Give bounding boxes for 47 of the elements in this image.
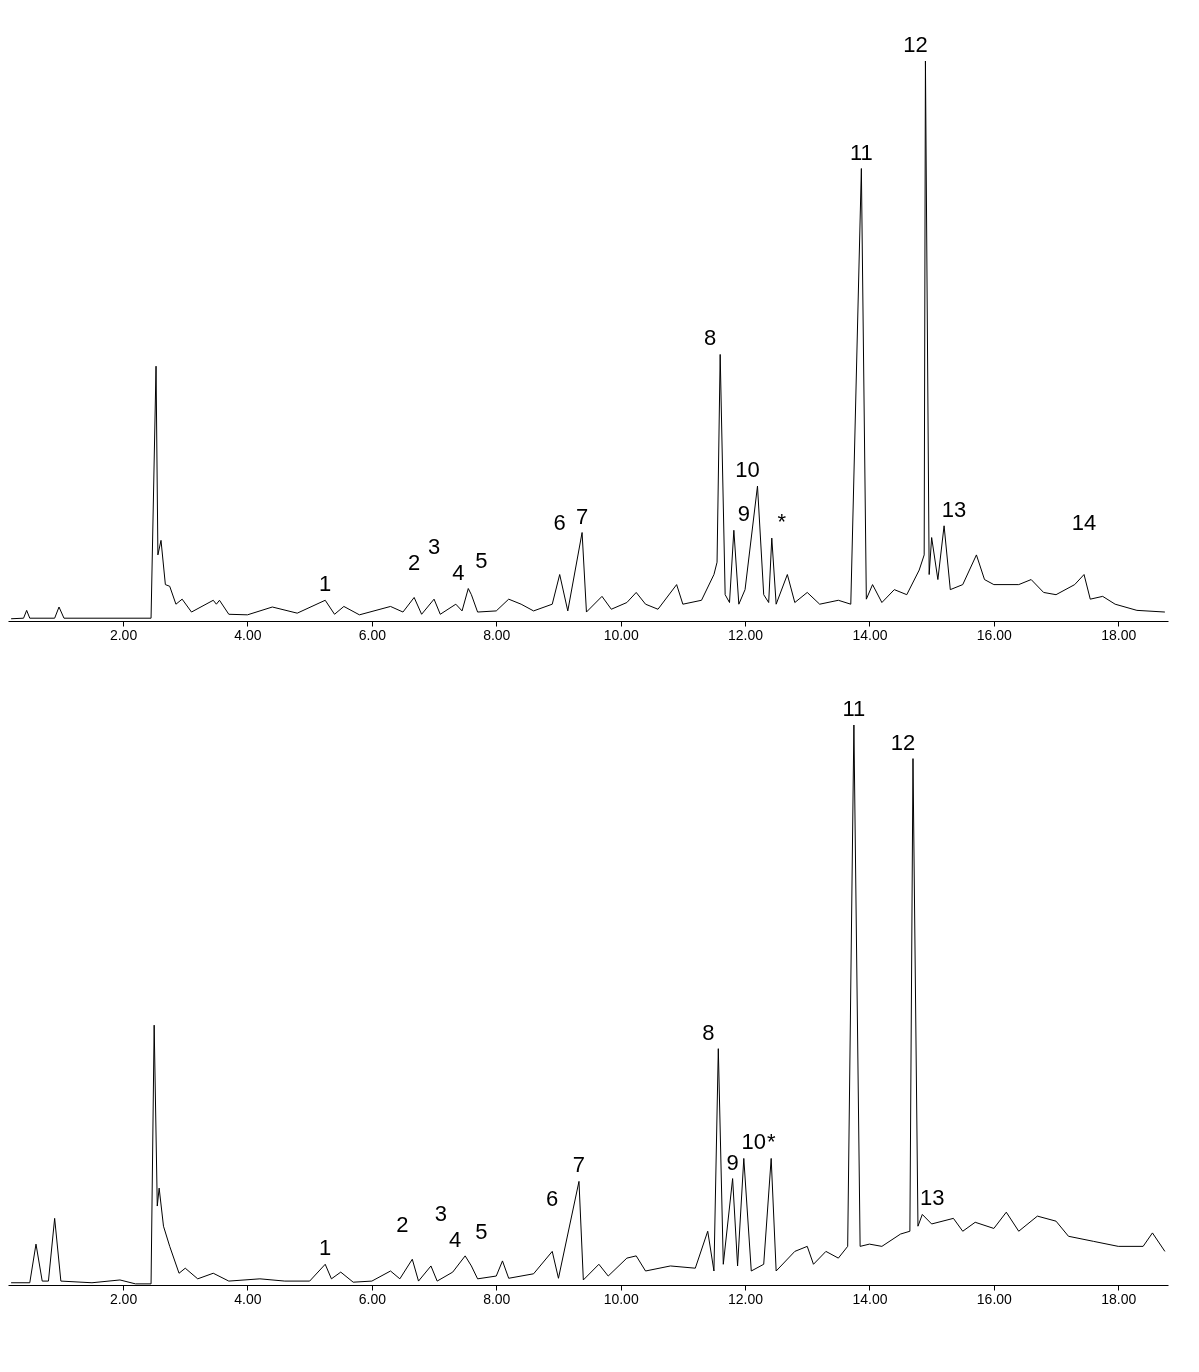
annotation: 6 (546, 1186, 559, 1212)
annotation: 9 (737, 501, 750, 527)
annotation: 5 (475, 1218, 488, 1244)
x-tick-label: 18.00 (1101, 1290, 1137, 1307)
annotation: 14 (1071, 509, 1097, 535)
x-tick-label: 4.00 (234, 626, 262, 643)
annotation: 5 (475, 547, 488, 573)
annotation: 2 (408, 550, 421, 576)
x-tick-label: 16.00 (976, 1290, 1013, 1307)
x-tick-label: 12.00 (728, 1290, 764, 1307)
x-tick-label: 18.00 (1101, 626, 1137, 643)
x-tick-label: 16.00 (976, 626, 1013, 643)
annotation: 12 (903, 32, 928, 57)
x-tick-label: 14.00 (852, 626, 888, 643)
x-tick-label: 8.00 (483, 1290, 511, 1307)
annotation: 6 (553, 509, 566, 535)
x-tick-label: 6.00 (358, 626, 387, 643)
x-tick-label: 4.00 (234, 1290, 262, 1307)
annotation: 4 (449, 1226, 462, 1252)
x-tick-label: 8.00 (483, 626, 511, 643)
annotation: 7 (575, 503, 589, 529)
x-tick-label: 2.00 (109, 626, 138, 643)
annotation: 9 (726, 1149, 739, 1175)
annotation: 10 (735, 457, 760, 483)
x-tick-label: 10.00 (603, 626, 639, 643)
x-tick-label: 12.00 (728, 626, 764, 643)
annotation: * (766, 1129, 776, 1155)
x-tick-label: 10.00 (603, 1290, 639, 1307)
annotation: 10 (741, 1129, 767, 1155)
annotation: 11 (842, 696, 866, 721)
annotation: 8 (704, 325, 717, 351)
annotation: 2 (396, 1212, 409, 1238)
annotation: 12 (890, 729, 916, 755)
annotation: * (777, 509, 787, 535)
x-tick-label: 14.00 (852, 1290, 888, 1307)
annotation: 13 (941, 496, 967, 522)
annotation: 3 (427, 534, 441, 560)
annotation: 8 (702, 1019, 715, 1045)
annotation: 13 (920, 1185, 945, 1211)
x-tick-label: 6.00 (358, 1290, 387, 1307)
annotation: 7 (572, 1152, 586, 1178)
annotation: 4 (452, 559, 465, 585)
annotation: 1 (319, 1235, 332, 1261)
annotation: 3 (434, 1200, 448, 1226)
x-tick-label: 2.00 (109, 1290, 138, 1307)
annotation: 11 (849, 139, 873, 165)
annotation: 1 (319, 571, 332, 597)
